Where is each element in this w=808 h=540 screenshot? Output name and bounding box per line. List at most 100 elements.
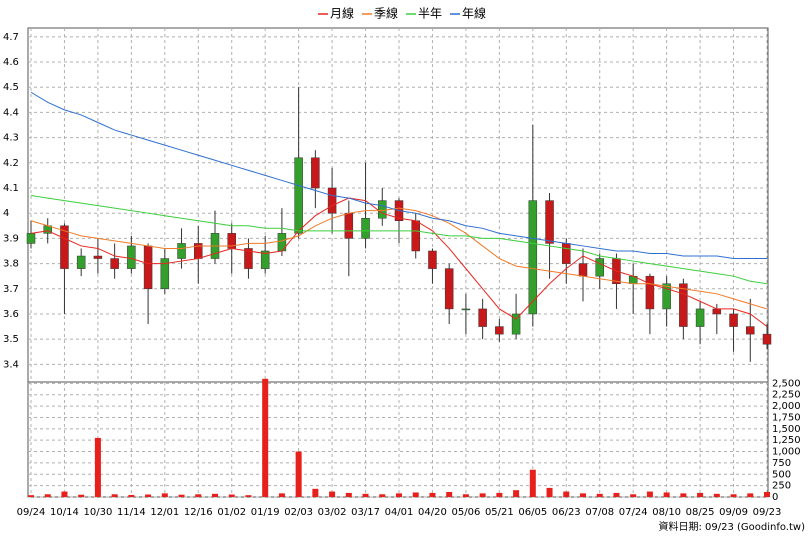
candle-body (76, 255, 86, 269)
candle-body (645, 275, 655, 310)
x-tick-label: 01/19 (251, 507, 280, 518)
candle-body (311, 157, 320, 189)
volume-bar (479, 493, 486, 497)
volume-bar (446, 492, 453, 497)
volume-bar (646, 491, 653, 497)
volume-bar (78, 494, 85, 497)
candle-body (495, 326, 504, 335)
x-tick-label: 07/24 (619, 507, 648, 518)
candle-body (378, 200, 387, 219)
y-tick-label: 4.6 (3, 57, 19, 68)
candle-body (461, 308, 471, 311)
volume-bar (111, 494, 118, 497)
y-tick-label: 3.7 (3, 284, 19, 295)
volume-bar (613, 492, 620, 497)
ma-line (30, 91, 767, 260)
x-tick-label: 04/20 (418, 507, 447, 518)
volume-bar (630, 494, 637, 497)
x-tick-label: 03/02 (318, 507, 347, 518)
volume-bar (195, 494, 202, 497)
candle-body (411, 220, 420, 252)
y2-tick-label: 1,000 (772, 447, 801, 458)
x-tick-label: 06/05 (518, 507, 547, 518)
candle-body (528, 200, 538, 315)
x-tick-label: 08/25 (686, 507, 715, 518)
candle-body (595, 258, 604, 277)
y-tick-label: 3.6 (3, 309, 19, 320)
volume-bar (697, 492, 704, 497)
candle-body (127, 245, 136, 269)
y2-tick-label: 1,750 (772, 412, 801, 423)
candle-body (729, 313, 738, 327)
candle-body (93, 255, 103, 259)
candle-body (327, 187, 337, 214)
volume-bar (128, 494, 135, 497)
candle-body (160, 258, 170, 290)
candle-body (428, 250, 437, 269)
candle-body (110, 258, 119, 269)
x-tick-label: 05/06 (451, 507, 480, 518)
candle-body (762, 333, 772, 345)
candle-body (60, 225, 69, 269)
volume-bar (312, 488, 319, 497)
x-tick-label: 01/02 (217, 507, 246, 518)
volume-bar (178, 494, 185, 497)
volume-bar (496, 492, 503, 497)
volume-bar (429, 492, 436, 497)
candle-body (444, 268, 454, 310)
volume-bar (245, 495, 252, 497)
volume-bar (596, 493, 603, 497)
y-tick-label: 3.5 (3, 334, 19, 345)
legend-label: 月線 (330, 6, 354, 21)
volume-bar (295, 451, 302, 497)
ma-line (30, 197, 768, 327)
volume-frame (27, 381, 769, 498)
y2-tick-label: 2,000 (772, 401, 801, 412)
volume-bar (680, 493, 687, 497)
volume-bar (563, 491, 570, 497)
y-tick-label: 4.7 (3, 32, 19, 43)
y2-tick-label: 2,500 (772, 378, 801, 389)
x-tick-label: 05/21 (485, 507, 514, 518)
y-tick-label: 4.5 (3, 82, 19, 93)
x-tick-label: 09/23 (753, 507, 782, 518)
volume-bar (228, 494, 235, 497)
volume-bar (362, 493, 369, 497)
ma-line (30, 207, 768, 310)
volume-bar (94, 437, 101, 497)
candle-body (26, 233, 36, 244)
footer: 資料日期: 09/23 (Goodinfo.tw) (658, 520, 805, 533)
y2-tick-label: 750 (772, 458, 791, 469)
volume-bar (44, 494, 51, 497)
volume-bar (412, 492, 419, 497)
volume-bar (713, 493, 720, 497)
x-tick-label: 12/01 (150, 507, 179, 518)
y2-tick-label: 500 (772, 469, 791, 480)
y-tick-label: 3.9 (3, 233, 19, 244)
x-tick-label: 03/17 (351, 507, 380, 518)
y2-tick-label: 0 (772, 492, 778, 503)
y-tick-label: 4.3 (3, 133, 19, 144)
candle-body (562, 243, 571, 264)
y2-tick-label: 250 (772, 481, 791, 492)
legend-label: 季線 (374, 6, 398, 21)
candle-body (578, 263, 588, 277)
y2-tick-label: 1,500 (772, 424, 801, 435)
volume-bar (396, 493, 402, 497)
volume-bar (145, 494, 152, 497)
y-tick-label: 4.2 (3, 158, 19, 169)
volume-bar (462, 494, 469, 497)
volume-bar (345, 492, 352, 497)
volume-bar (747, 493, 754, 497)
volume-bar (262, 378, 269, 497)
candle-body (361, 217, 370, 239)
volume-bar (546, 487, 553, 497)
candle-body (260, 250, 270, 269)
candle-body (712, 308, 722, 315)
candle-body (143, 245, 153, 290)
volume-bar (580, 493, 586, 497)
candle-body (478, 308, 487, 327)
y2-tick-label: 1,250 (772, 435, 801, 446)
y-tick-label: 4.1 (3, 183, 19, 194)
